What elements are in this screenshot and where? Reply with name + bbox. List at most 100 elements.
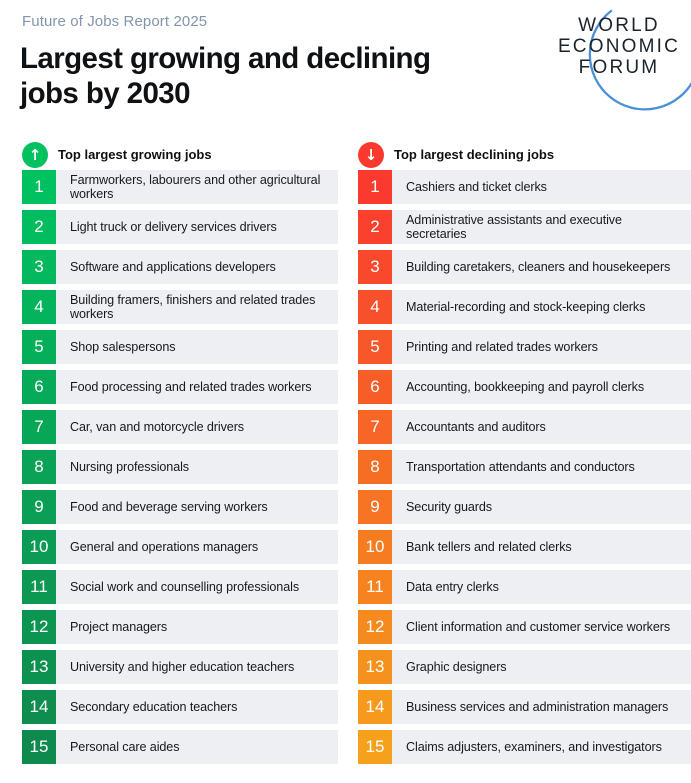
rank-badge: 8 [22,450,56,484]
growing-row-9: 9 Food and beverage serving workers [22,490,338,524]
declining-row-13: 13 Graphic designers [358,650,691,684]
job-label: Software and applications developers [70,260,276,274]
declining-row-8: 8 Transportation attendants and conductor… [358,450,691,484]
declining-row-7: 7 Accountants and auditors [358,410,691,444]
job-label: University and higher education teachers [70,660,295,674]
job-label: Food and beverage serving workers [70,500,268,514]
rank-badge: 4 [22,290,56,324]
rank-badge: 14 [22,690,56,724]
declining-row-12: 12 Client information and customer servic… [358,610,691,644]
rank-badge: 13 [358,650,392,684]
rank-badge: 15 [22,730,56,764]
column-heading: Top largest declining jobs [394,147,555,162]
growing-row-12: 12 Project managers [22,610,338,644]
page-title-line-1: Largest growing and declining [20,42,431,75]
report-kicker: Future of Jobs Report 2025 [22,13,208,30]
arrow-up-circle-icon: ↑ [22,141,48,168]
rank-badge: 14 [358,690,392,724]
job-label: Car, van and motorcycle drivers [70,420,244,434]
job-label: Building framers, finishers and related … [70,293,316,321]
job-label: Material-recording and stock-keeping cle… [406,300,646,314]
rank-badge: 8 [358,450,392,484]
growing-row-3: 3 Software and applications developers [22,250,338,284]
declining-row-1: 1 Cashiers and ticket clerks [358,170,691,204]
declining-row-10: 10 Bank tellers and related clerks [358,530,691,564]
growing-row-6: 6 Food processing and related trades work… [22,370,338,404]
declining-row-15: 15 Claims adjusters, examiners, and inves… [358,730,691,764]
rank-badge: 12 [358,610,392,644]
rank-badge: 9 [358,490,392,524]
job-label: Business services and administration man… [406,700,669,714]
job-label: Personal care aides [70,740,180,754]
job-label: Client information and customer service … [406,620,671,634]
rank-badge: 11 [22,570,56,604]
growing-row-10: 10 General and operations managers [22,530,338,564]
growing-row-8: 8 Nursing professionals [22,450,338,484]
wef-logo: WORLD ECONOMIC FORUM [558,9,691,111]
rank-badge: 7 [22,410,56,444]
job-label: Bank tellers and related clerks [406,540,572,554]
rank-badge: 4 [358,290,392,324]
growing-row-4: 4 Building framers, finishers and related… [22,290,338,324]
job-label: Graphic designers [406,660,507,674]
rank-badge: 9 [22,490,56,524]
job-label: Accounting, bookkeeping and payroll cler… [406,380,645,394]
growing-rows: 1 Farmworkers, labourers and other agricu… [22,170,338,764]
rank-badge: 10 [358,530,392,564]
page-title: Largest growing and declining jobs by 20… [20,41,431,111]
growing-row-11: 11 Social work and counselling profession… [22,570,338,604]
declining-row-6: 6 Accounting, bookkeeping and payroll cle… [358,370,691,404]
declining-row-14: 14 Business services and administration m… [358,690,691,724]
rank-badge: 6 [22,370,56,404]
rank-badge: 3 [358,250,392,284]
job-label: Light truck or delivery services drivers [70,220,277,234]
declining-row-9: 9 Security guards [358,490,691,524]
job-label: Social work and counselling professional… [70,580,300,594]
job-label: Farmworkers, labourers and other agricul… [70,173,321,201]
growing-column-header: ↑ Top largest growing jobs [22,141,212,168]
declining-row-2: 2 Administrative assistants and executive… [358,210,691,244]
rank-badge: 3 [22,250,56,284]
page-title-line-2: jobs by 2030 [20,77,190,110]
job-label: Shop salespersons [70,340,176,354]
arrow-down-circle-icon: ↓ [358,141,384,168]
wef-logo-text: FORUM [579,57,660,78]
growing-row-15: 15 Personal care aides [22,730,338,764]
growing-row-1: 1 Farmworkers, labourers and other agricu… [22,170,338,204]
declining-rows: 1 Cashiers and ticket clerks 2 Administrati… [358,170,691,764]
job-label: Security guards [406,500,492,514]
declining-column-header: ↓ Top largest declining jobs [358,141,554,168]
declining-row-11: 11 Data entry clerks [358,570,691,604]
job-label: Building caretakers, cleaners and housek… [406,260,671,274]
rank-badge: 10 [22,530,56,564]
rank-badge: 5 [22,330,56,364]
column-heading: Top largest growing jobs [58,147,212,162]
rank-badge: 15 [358,730,392,764]
declining-row-4: 4 Material-recording and stock-keeping cl… [358,290,691,324]
job-label: Accountants and auditors [406,420,546,434]
wef-logo-text: ECONOMIC [558,36,680,57]
rank-badge: 13 [22,650,56,684]
declining-row-3: 3 Building caretakers, cleaners and house… [358,250,691,284]
job-label: Nursing professionals [70,460,189,474]
job-label: Claims adjusters, examiners, and investi… [406,740,662,754]
growing-row-5: 5 Shop salespersons [22,330,338,364]
job-label: General and operations managers [70,540,259,554]
job-label: Transportation attendants and conductors [406,460,635,474]
job-label: Printing and related trades workers [406,340,598,354]
declining-row-5: 5 Printing and related trades workers [358,330,691,364]
wef-logo-text: WORLD [578,15,660,36]
rank-badge: 7 [358,410,392,444]
growing-row-7: 7 Car, van and motorcycle drivers [22,410,338,444]
rank-badge: 5 [358,330,392,364]
job-label: Cashiers and ticket clerks [406,180,547,194]
rank-badge: 1 [22,170,56,204]
job-label: Data entry clerks [406,580,499,594]
job-label: Food processing and related trades worke… [70,380,312,394]
job-label: Project managers [70,620,168,634]
job-label: Administrative assistants and executive … [406,213,622,241]
rank-badge: 11 [358,570,392,604]
rank-badge: 6 [358,370,392,404]
growing-row-14: 14 Secondary education teachers [22,690,338,724]
job-label: Secondary education teachers [70,700,238,714]
